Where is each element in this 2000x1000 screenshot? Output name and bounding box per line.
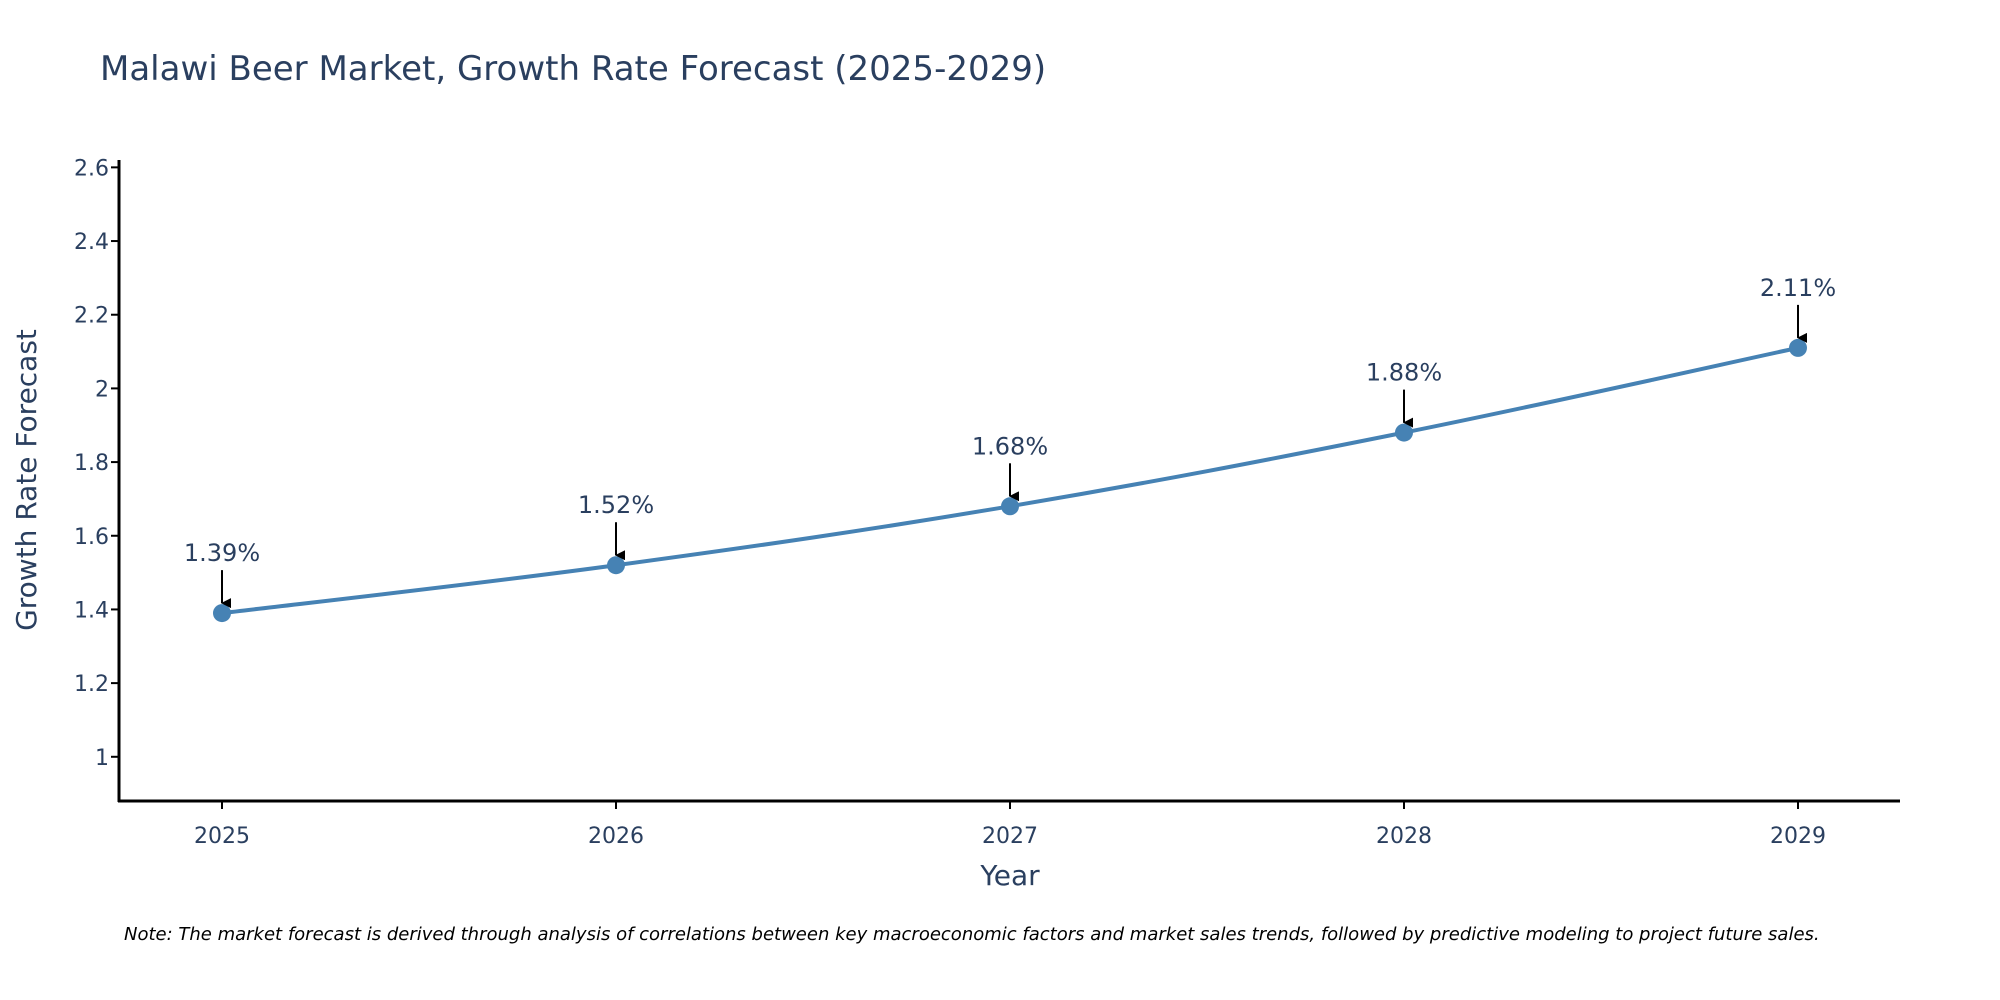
y-axis-ticks: 1 1.2 1.4 1.6 1.8 2 2.2 2.4 2.6 xyxy=(74,156,119,771)
y-tick-label: 1.2 xyxy=(74,672,109,697)
y-tick-label: 2.4 xyxy=(74,230,109,255)
data-point-2026 xyxy=(607,556,625,575)
footnote: Note: The market forecast is derived thr… xyxy=(124,924,1820,945)
data-annotations: 1.39% 1.52% 1.68% 1.88% 2.11% xyxy=(184,274,1836,609)
data-label-2029: 2.11% xyxy=(1760,274,1836,302)
x-axis-title: Year xyxy=(979,859,1040,892)
data-label-2027: 1.68% xyxy=(972,432,1048,460)
y-tick-label: 1.6 xyxy=(74,525,109,550)
x-tick-label: 2025 xyxy=(194,824,250,849)
x-tick-label: 2029 xyxy=(1770,824,1826,849)
x-tick-label: 2027 xyxy=(982,824,1038,849)
data-label-2026: 1.52% xyxy=(578,491,654,519)
data-points xyxy=(213,338,1807,623)
data-point-2027 xyxy=(1001,497,1019,516)
y-tick-label: 2 xyxy=(95,377,109,402)
y-tick-label: 2.6 xyxy=(74,156,109,181)
y-axis-title: Growth Rate Forecast xyxy=(10,329,43,631)
data-label-2028: 1.88% xyxy=(1366,359,1442,387)
data-point-2025 xyxy=(213,604,231,623)
data-point-2028 xyxy=(1395,423,1413,442)
chart-title: Malawi Beer Market, Growth Rate Forecast… xyxy=(100,49,1046,89)
x-tick-label: 2026 xyxy=(588,824,644,849)
y-tick-label: 1.4 xyxy=(74,598,109,623)
y-tick-label: 1.8 xyxy=(74,451,109,476)
y-tick-label: 2.2 xyxy=(74,304,109,329)
data-point-2029 xyxy=(1789,338,1807,357)
x-tick-label: 2028 xyxy=(1376,824,1432,849)
data-label-2025: 1.39% xyxy=(184,539,260,567)
x-axis-ticks: 2025 2026 2027 2028 2029 xyxy=(194,801,1826,849)
y-tick-label: 1 xyxy=(95,746,109,771)
